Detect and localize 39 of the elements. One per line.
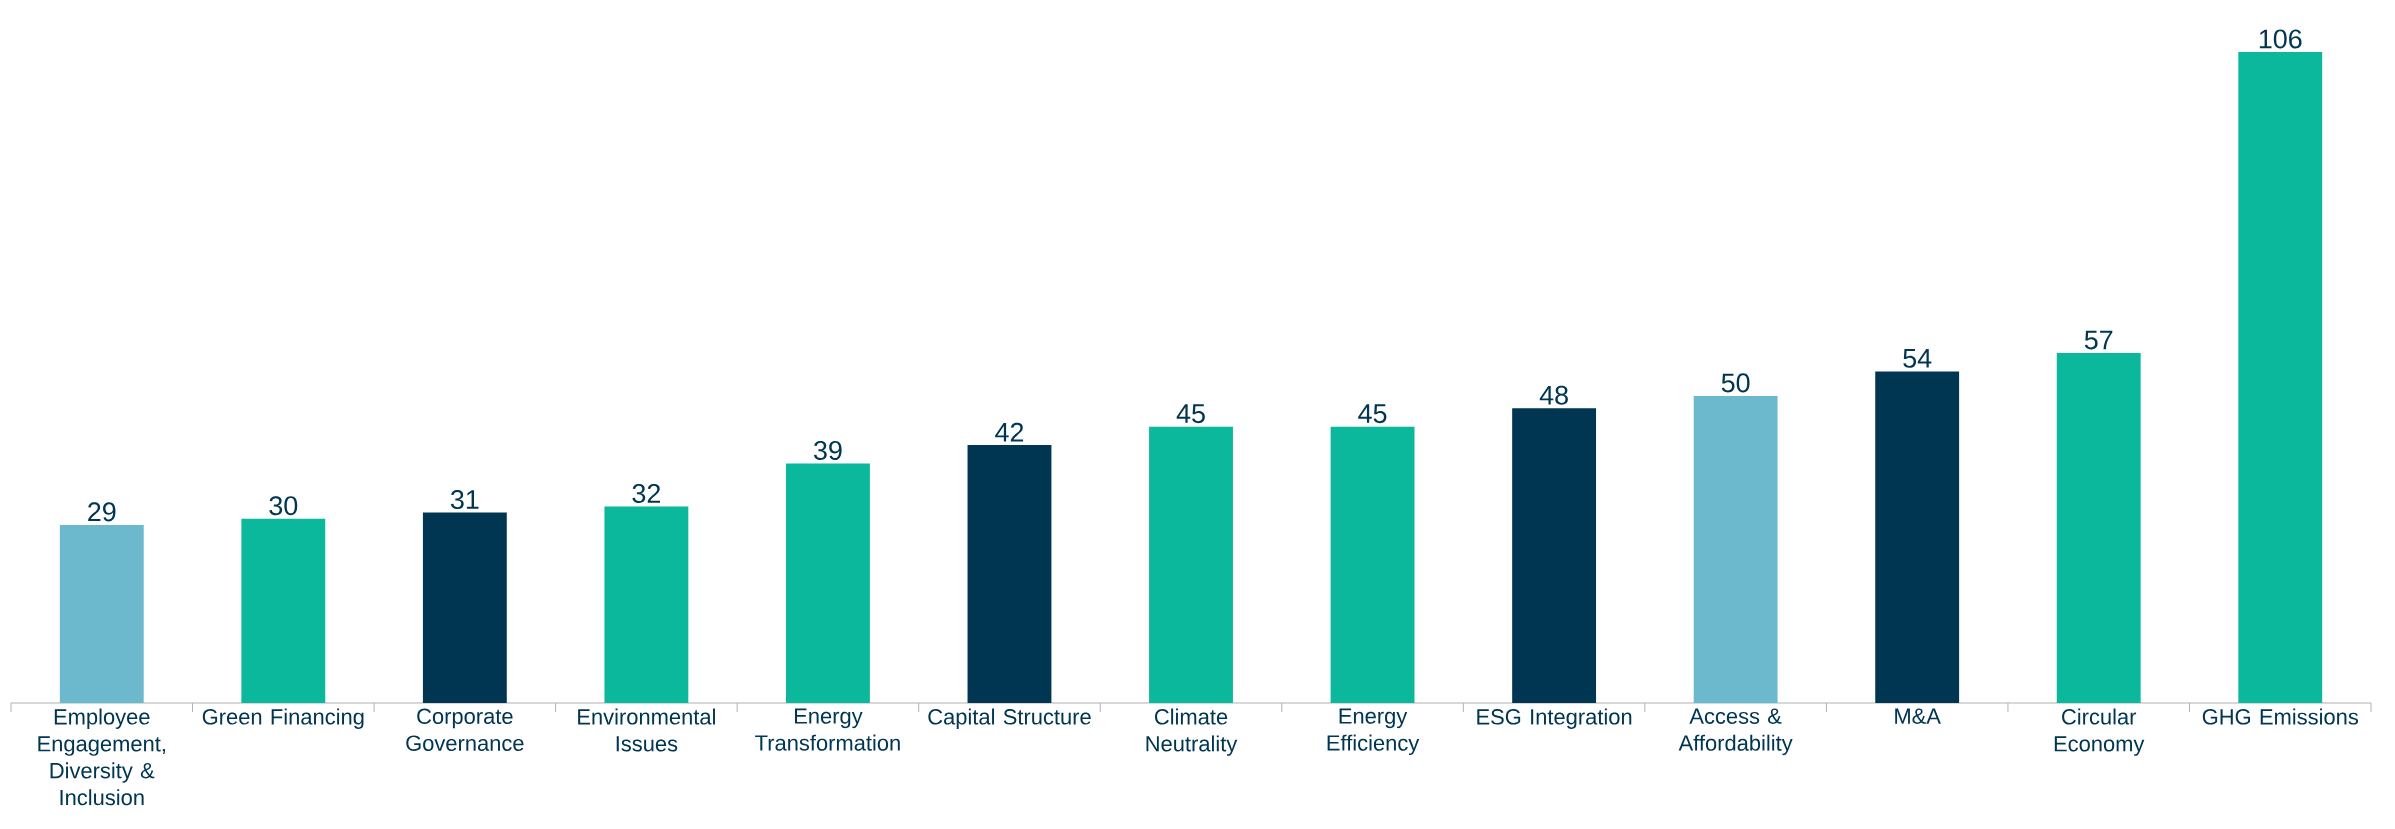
bar [59, 524, 144, 703]
data-label: 106 [2259, 29, 2302, 49]
bar [967, 445, 1052, 703]
x-tick-label: ESG Integration [1477, 708, 1632, 729]
x-tick-label: Energy Efficiency [1327, 708, 1420, 756]
x-tick-label: Corporate Governance [406, 708, 524, 751]
data-label: 54 [1903, 349, 1932, 368]
bar [241, 518, 326, 703]
bar [1875, 371, 1960, 703]
x-tick-label: Employee Engagement, Diversity & Inclusion [38, 708, 165, 806]
data-label: 30 [269, 496, 298, 516]
data-label: 32 [632, 483, 660, 503]
x-tick-label: Environmental Issues [578, 708, 715, 752]
bar [1149, 426, 1233, 703]
data-label: 29 [88, 502, 116, 522]
x-tick-label: Capital Structure [928, 708, 1091, 729]
x-tick-label: Green Financing [202, 708, 364, 729]
x-tick-label: Circular Economy [2054, 708, 2145, 756]
data-label: 50 [1721, 373, 1750, 393]
x-tick-label: M&A [1895, 708, 1941, 724]
bar [2056, 352, 2141, 703]
bar [2238, 52, 2323, 703]
x-tick-label: GHG Emissions [2202, 708, 2358, 725]
bar [786, 463, 870, 703]
data-label: 42 [995, 422, 1024, 442]
data-label: 45 [1176, 404, 1205, 424]
x-tick-label: Access & Affordability [1678, 708, 1793, 756]
bar [1330, 426, 1415, 703]
bar [604, 506, 689, 703]
data-label: 57 [2084, 330, 2113, 350]
data-label: 45 [1358, 404, 1387, 424]
data-label: 39 [814, 440, 842, 460]
data-label: 48 [1539, 385, 1568, 405]
bar [1693, 395, 1778, 703]
bar [422, 512, 507, 703]
data-label: 31 [450, 490, 479, 510]
x-tick-label: Energy Transformation [755, 708, 900, 751]
bar [1512, 408, 1597, 703]
x-tick-label: Climate Neutrality [1146, 708, 1238, 756]
